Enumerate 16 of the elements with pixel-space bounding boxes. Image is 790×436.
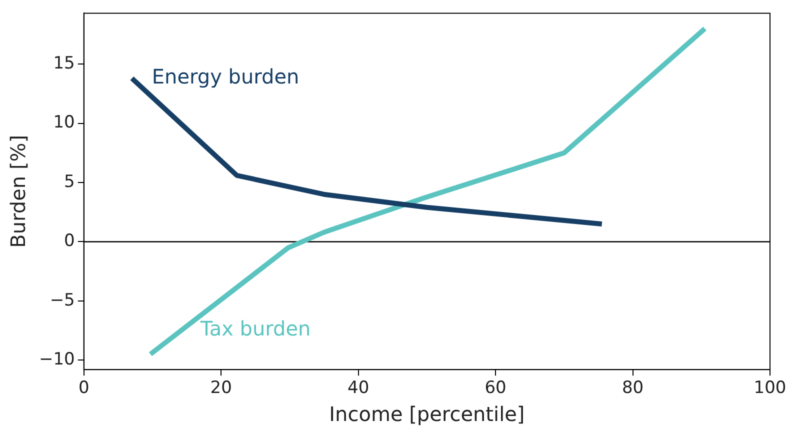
series-label: Tax burden (199, 316, 311, 340)
x-axis-title: Income [percentile] (329, 402, 525, 426)
series-label: Energy burden (152, 64, 300, 89)
y-tick-label: 5 (64, 172, 75, 192)
y-tick-label: −10 (38, 350, 75, 370)
y-tick-label: 10 (53, 112, 75, 133)
x-tick-label: 60 (484, 378, 506, 398)
x-tick-label: 40 (348, 378, 370, 398)
x-tick-label: 80 (622, 378, 644, 398)
y-tick-label: 15 (53, 54, 75, 74)
x-tick-label: 0 (78, 378, 90, 398)
x-tick-label: 100 (754, 378, 786, 398)
y-tick-label: 0 (64, 231, 75, 252)
x-tick-label: 20 (210, 378, 232, 398)
y-tick-label: −5 (50, 290, 75, 310)
y-axis-title: Burden [%] (6, 134, 30, 248)
